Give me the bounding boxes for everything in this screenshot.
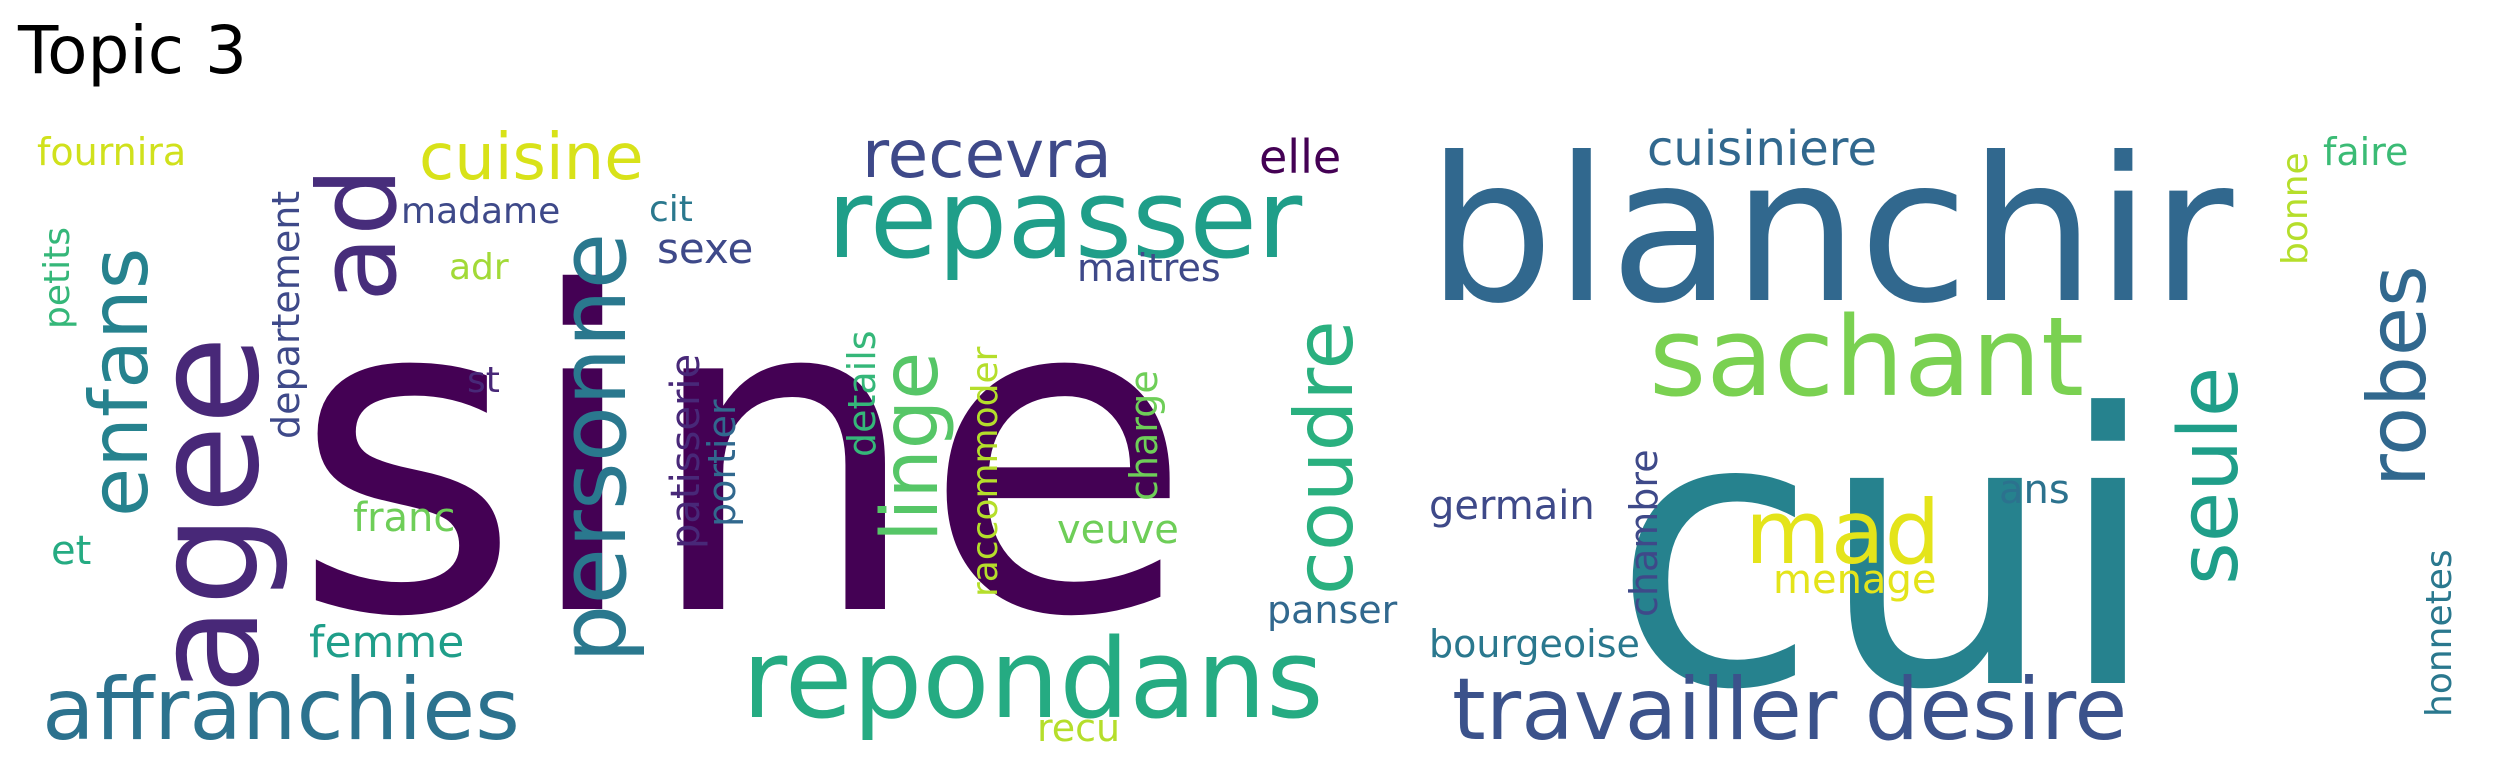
word-fournira: fournira: [37, 130, 186, 174]
word-elle: elle: [1259, 130, 1341, 184]
word-sexe: sexe: [657, 224, 753, 273]
word-cui: cui: [1612, 336, 2160, 753]
word-bourgeoise: bourgeoise: [1429, 622, 1640, 666]
word-seule: seule: [2162, 367, 2257, 585]
word-cloud-canvas: sine cui blanchir agee ad enfans personn…: [37, 117, 2455, 753]
word-femme: femme: [309, 617, 464, 668]
word-et: et: [51, 528, 91, 574]
word-coudre: coudre: [1278, 320, 1371, 595]
word-bonne: bonne: [2275, 152, 2316, 265]
word-cloud: sine cui blanchir agee ad enfans personn…: [37, 117, 2455, 753]
word-departement: departement: [264, 191, 308, 439]
word-honnetes: honnetes: [2419, 549, 2455, 717]
word-germain: germain: [1429, 483, 1595, 529]
word-maitres: maitres: [1077, 246, 1221, 290]
word-mad: mad: [1745, 481, 1941, 584]
word-recevra: recevra: [862, 117, 1112, 193]
word-sine: sine: [292, 201, 1193, 713]
word-robes: robes: [2351, 265, 2444, 487]
word-sachant: sachant: [1649, 293, 2084, 421]
word-repondans: repondans: [742, 615, 1324, 743]
word-portier: portier: [700, 399, 744, 527]
word-ans: ans: [1999, 467, 2070, 513]
word-cuisine: cuisine: [419, 121, 644, 195]
word-veuve: veuve: [1057, 507, 1179, 553]
word-repasser: repasser: [827, 155, 1303, 283]
word-st: st: [467, 360, 500, 401]
word-affranchies: affranchies: [42, 660, 520, 753]
word-faire: faire: [2323, 130, 2408, 174]
word-blanchir: blanchir: [1427, 117, 2234, 348]
word-raccommoder: raccommoder: [965, 346, 1006, 597]
page-title: Topic 3: [18, 12, 247, 89]
word-panser: panser: [1267, 588, 1398, 632]
word-personne: personne: [540, 233, 647, 663]
word-adr: adr: [449, 247, 509, 288]
word-recu: recu: [1037, 706, 1120, 750]
word-linge: linge: [866, 352, 956, 542]
word-travailler-desire: travailler desire: [1452, 660, 2127, 753]
word-petits: petits: [37, 227, 78, 329]
word-enfans: enfans: [73, 248, 166, 518]
word-patisserie: patisserie: [663, 354, 709, 549]
word-ad: ad: [296, 167, 421, 302]
word-cit: cit: [649, 189, 693, 230]
word-agee: agee: [123, 336, 292, 695]
word-charge: charge: [1122, 370, 1166, 501]
word-franc: franc: [353, 495, 455, 541]
word-cuisiniere: cuisiniere: [1647, 121, 1877, 177]
word-madame: madame: [401, 191, 560, 232]
word-details: details: [840, 330, 884, 457]
word-menage: menage: [1773, 557, 1936, 603]
word-chambre: chambre: [1622, 449, 1666, 617]
